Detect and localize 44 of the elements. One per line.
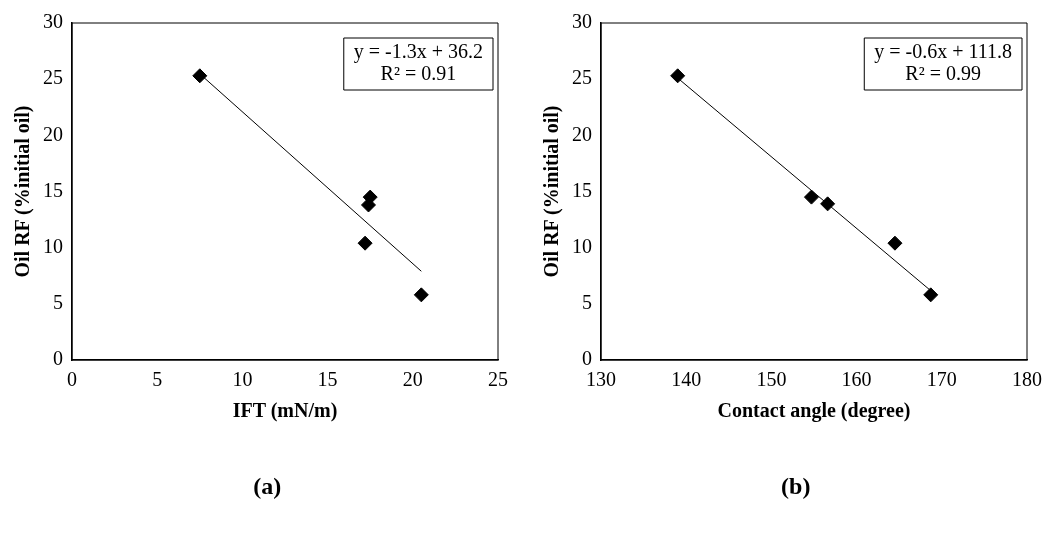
point xyxy=(192,68,208,84)
text: (b) xyxy=(780,473,812,500)
x-tick-label: 20 xyxy=(402,368,423,391)
x-tick-label: 130 xyxy=(585,368,616,391)
point xyxy=(413,287,429,303)
y-tick-label: 0 xyxy=(53,347,63,370)
y-tick-label: 15 xyxy=(43,178,63,201)
point xyxy=(922,287,938,303)
y-tick-label: 25 xyxy=(43,66,63,89)
annotation: y = -0.6x + 111.8 xyxy=(873,40,1012,64)
annotation: y = -1.3x + 36.2 xyxy=(353,40,483,64)
y-tick-label: 0 xyxy=(581,347,592,370)
y-tick-label: 20 xyxy=(43,122,63,145)
point xyxy=(357,235,373,251)
y-tick-label: 5 xyxy=(581,291,592,314)
y-tick-label: 10 xyxy=(571,234,592,257)
x-tick-label: 160 xyxy=(841,368,872,391)
point xyxy=(886,235,902,251)
x-tick-label: 180 xyxy=(1011,368,1042,391)
point xyxy=(669,68,685,84)
y-tick-label: 20 xyxy=(571,122,592,145)
x-tick-label: 5 xyxy=(152,368,163,391)
x-axis-title: Contact angle (degree) xyxy=(717,399,910,423)
point xyxy=(803,189,819,205)
y-tick-label: 25 xyxy=(571,66,592,89)
x-tick-label: 170 xyxy=(926,368,957,391)
x-tick-label: 0 xyxy=(67,368,77,391)
text: (a) xyxy=(252,473,283,500)
x-axis-title: IFT (mN/m) xyxy=(232,399,338,423)
x-tick-label: 25 xyxy=(488,368,508,391)
y-axis-title: Oil RF (%initial oil) xyxy=(539,105,563,278)
x-tick-label: 10 xyxy=(232,368,253,391)
annotation: R² = 0.99 xyxy=(904,62,981,85)
y-tick-label: 10 xyxy=(43,234,63,257)
y-tick-label: 30 xyxy=(43,10,63,33)
annotation: R² = 0.91 xyxy=(380,62,457,85)
point xyxy=(819,196,835,212)
x-tick-label: 15 xyxy=(317,368,338,391)
x-tick-label: 140 xyxy=(670,368,701,391)
y-tick-label: 15 xyxy=(571,178,592,201)
y-tick-label: 30 xyxy=(571,10,592,33)
x-tick-label: 150 xyxy=(755,368,786,391)
y-axis-title: Oil RF (%initial oil) xyxy=(11,105,35,278)
y-tick-label: 5 xyxy=(53,291,63,314)
